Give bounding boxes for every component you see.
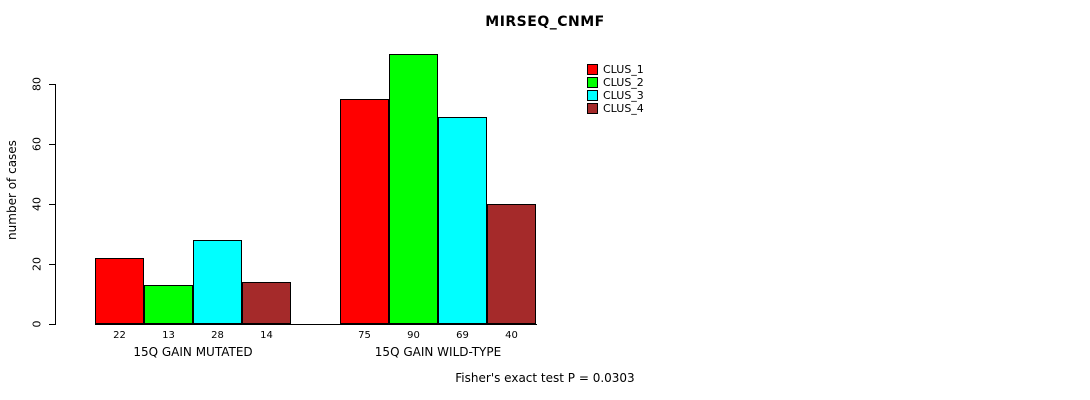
- bar-clus_4: [242, 282, 291, 324]
- group-label: 15Q GAIN WILD-TYPE: [374, 345, 502, 359]
- legend-item: CLUS_1: [587, 63, 644, 76]
- y-axis-tick: [49, 264, 55, 265]
- bar-clus_4: [487, 204, 536, 324]
- y-axis-tick-label: 40: [30, 197, 44, 211]
- footer-note: Fisher's exact test P = 0.0303: [455, 371, 635, 385]
- y-axis-label: number of cases: [5, 140, 19, 240]
- group-label: 15Q GAIN MUTATED: [133, 345, 253, 359]
- y-axis-tick: [49, 324, 55, 325]
- legend-label: CLUS_2: [603, 76, 644, 89]
- legend-label: CLUS_4: [603, 102, 644, 115]
- y-axis-tick: [49, 84, 55, 85]
- y-axis-tick-label: 0: [30, 320, 44, 328]
- bar-clus_3: [193, 240, 242, 324]
- bar-value-label: 13: [162, 330, 175, 341]
- bar-value-label: 28: [211, 330, 224, 341]
- bar-clus_1: [340, 99, 389, 324]
- bar-value-label: 14: [260, 330, 273, 341]
- bar-clus_3: [438, 117, 487, 324]
- bar-clus_1: [95, 258, 144, 324]
- y-axis-tick: [49, 144, 55, 145]
- legend-label: CLUS_1: [603, 63, 644, 76]
- bar-value-label: 75: [358, 330, 371, 341]
- bar-clus_2: [389, 54, 438, 324]
- y-axis-tick: [49, 204, 55, 205]
- y-axis-tick-label: 80: [30, 77, 44, 91]
- legend-label: CLUS_3: [603, 89, 644, 102]
- bar-value-label: 40: [505, 330, 518, 341]
- bar-value-label: 22: [113, 330, 126, 341]
- bar-clus_2: [144, 285, 193, 324]
- legend-swatch: [587, 64, 598, 75]
- legend-item: CLUS_4: [587, 102, 644, 115]
- y-axis-tick-label: 20: [30, 257, 44, 271]
- legend-item: CLUS_3: [587, 89, 644, 102]
- y-axis-tick-label: 60: [30, 137, 44, 151]
- y-axis-line: [55, 84, 56, 325]
- bar-value-label: 90: [407, 330, 420, 341]
- legend-item: CLUS_2: [587, 76, 644, 89]
- legend: CLUS_1 CLUS_2 CLUS_3 CLUS_4: [587, 63, 644, 115]
- legend-swatch: [587, 90, 598, 101]
- chart-title: MIRSEQ_CNMF: [485, 14, 605, 30]
- x-axis-line: [95, 324, 537, 325]
- bar-value-label: 69: [456, 330, 469, 341]
- legend-swatch: [587, 77, 598, 88]
- legend-swatch: [587, 103, 598, 114]
